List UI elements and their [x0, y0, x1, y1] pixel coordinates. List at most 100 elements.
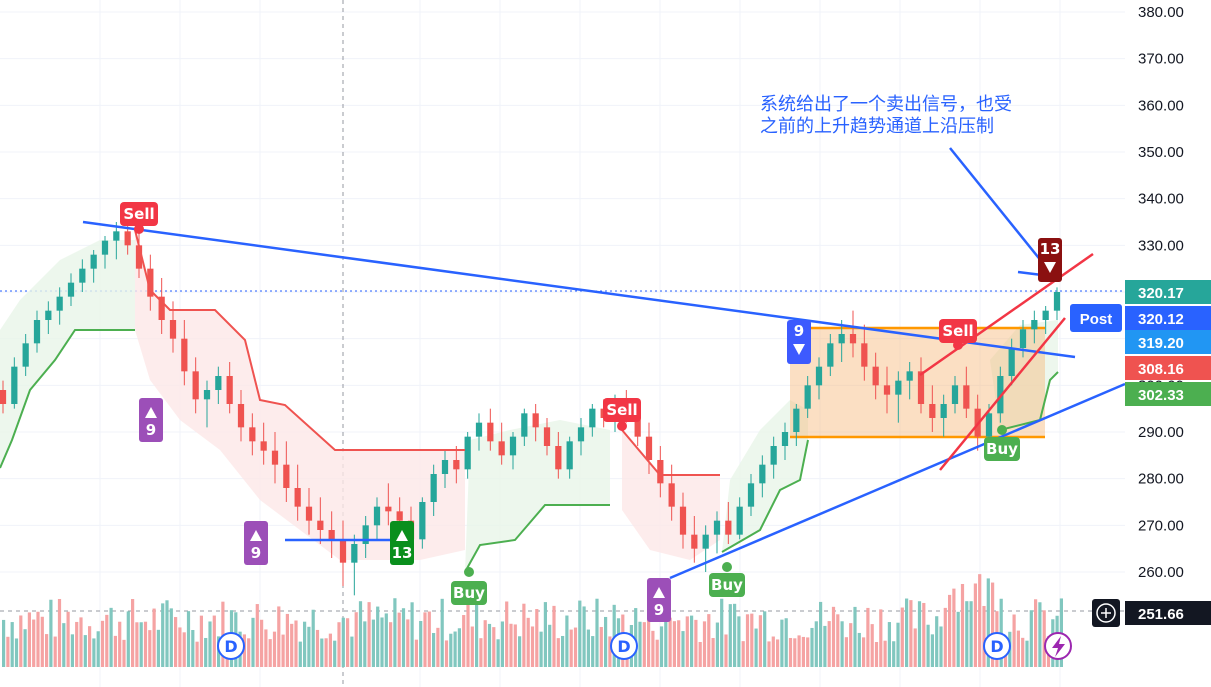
volume-bar: [19, 615, 23, 667]
volume-bar: [449, 633, 453, 667]
candle-body: [305, 506, 313, 521]
dividend-label: D: [990, 637, 1003, 656]
add-button[interactable]: [1092, 599, 1120, 627]
volume-bar: [475, 601, 479, 667]
volume-bar: [14, 638, 19, 667]
candle: [362, 516, 369, 558]
buy-signal[interactable]: Buy: [709, 562, 745, 597]
sell-signal[interactable]: Sell: [603, 398, 641, 431]
td-count-marker[interactable]: 9: [244, 521, 268, 565]
candle: [951, 376, 959, 414]
signal-label: Sell: [123, 205, 154, 223]
td-count-marker[interactable]: 13: [390, 521, 414, 565]
volume-bar: [909, 600, 913, 667]
volume-bar: [350, 636, 354, 667]
candle-body: [849, 334, 857, 344]
dividend-marker[interactable]: D: [610, 632, 638, 660]
candle-body: [997, 376, 1004, 414]
volume-bar: [591, 636, 595, 667]
volume-bar: [754, 628, 758, 667]
td-count-value: 13: [392, 544, 413, 562]
volume-bar: [500, 621, 504, 667]
signal-label-bg: [603, 398, 641, 422]
volume-bar: [642, 622, 646, 667]
volume-bar: [767, 641, 771, 667]
volume-bar: [221, 601, 225, 667]
volume-bar: [733, 603, 737, 667]
candle-body: [475, 422, 483, 437]
dividend-marker[interactable]: D: [217, 632, 245, 660]
volume-bar: [427, 611, 431, 667]
candle: [192, 357, 199, 414]
price-axis-tick: 280.00: [1138, 471, 1184, 488]
candle-body: [45, 310, 52, 320]
volume-bar: [612, 604, 616, 667]
volume-bar: [40, 616, 44, 667]
td-count-marker[interactable]: 9: [139, 398, 163, 442]
price-tag[interactable]: 308.16: [1125, 356, 1211, 380]
volume-bar: [285, 613, 289, 667]
price-axis-tick: 360.00: [1138, 97, 1184, 114]
dividend-marker[interactable]: D: [983, 632, 1011, 660]
dividend-circle: [217, 632, 245, 660]
sell-signal[interactable]: Sell: [939, 319, 977, 350]
trailing-stop-sell-1: [134, 229, 465, 451]
signal-label: Sell: [942, 322, 973, 340]
candle-body: [271, 450, 279, 465]
td-count-marker[interactable]: 9: [647, 578, 671, 622]
volume-bar: [741, 641, 745, 667]
volume-bar: [797, 635, 801, 667]
volume-bar: [384, 613, 388, 667]
price-tag[interactable]: 320.12 Post: [1070, 304, 1211, 332]
candle: [226, 362, 233, 414]
candle-body: [759, 464, 766, 484]
price-tag[interactable]: 320.17: [1125, 280, 1211, 304]
candle-body: [101, 240, 109, 255]
volume-bar: [139, 622, 143, 667]
candle: [283, 441, 290, 502]
volume-bar: [70, 634, 74, 667]
volume-bar: [311, 609, 315, 667]
price-tag[interactable]: 302.33: [1125, 382, 1211, 406]
candle: [487, 408, 494, 451]
price-tag[interactable]: 319.20: [1125, 330, 1211, 354]
candle: [929, 385, 936, 432]
price-axis-tick: 350.00: [1138, 144, 1184, 161]
candle: [521, 408, 528, 446]
candle-body: [192, 371, 199, 400]
price-tag[interactable]: 251.66: [1125, 601, 1211, 625]
td-count-marker[interactable]: 9: [787, 320, 811, 364]
volume-bar: [423, 612, 427, 667]
candle: [713, 511, 721, 554]
volume-bar: [66, 611, 70, 667]
candle-body: [203, 390, 211, 400]
flash-icon[interactable]: [1044, 632, 1072, 660]
candle: [543, 418, 551, 456]
volume-bar: [892, 641, 896, 667]
candle: [56, 287, 63, 325]
td-count-marker[interactable]: 13: [1038, 238, 1062, 282]
candle-body: [158, 296, 165, 320]
volume-bar: [1021, 637, 1025, 667]
candle: [215, 366, 222, 404]
volume-bar: [530, 626, 535, 667]
volume-bar: [45, 634, 49, 667]
volume-bar: [513, 624, 517, 667]
candle-body: [249, 427, 256, 442]
volume-bar: [191, 629, 195, 667]
buy-signal[interactable]: Buy: [451, 567, 487, 605]
volume-bar: [212, 615, 216, 667]
volume-bar: [672, 621, 676, 667]
candle-body: [67, 282, 75, 297]
candle: [147, 254, 154, 311]
price-tag-value: 302.33: [1138, 387, 1184, 404]
candle-body: [1019, 329, 1027, 348]
sell-signal[interactable]: Sell: [120, 202, 158, 234]
buy-signal[interactable]: Buy: [984, 425, 1020, 461]
candle: [747, 474, 755, 516]
volume-bar: [393, 598, 397, 667]
candle-body: [79, 268, 86, 283]
candle-body: [1008, 348, 1015, 376]
volume-bar: [844, 637, 848, 667]
